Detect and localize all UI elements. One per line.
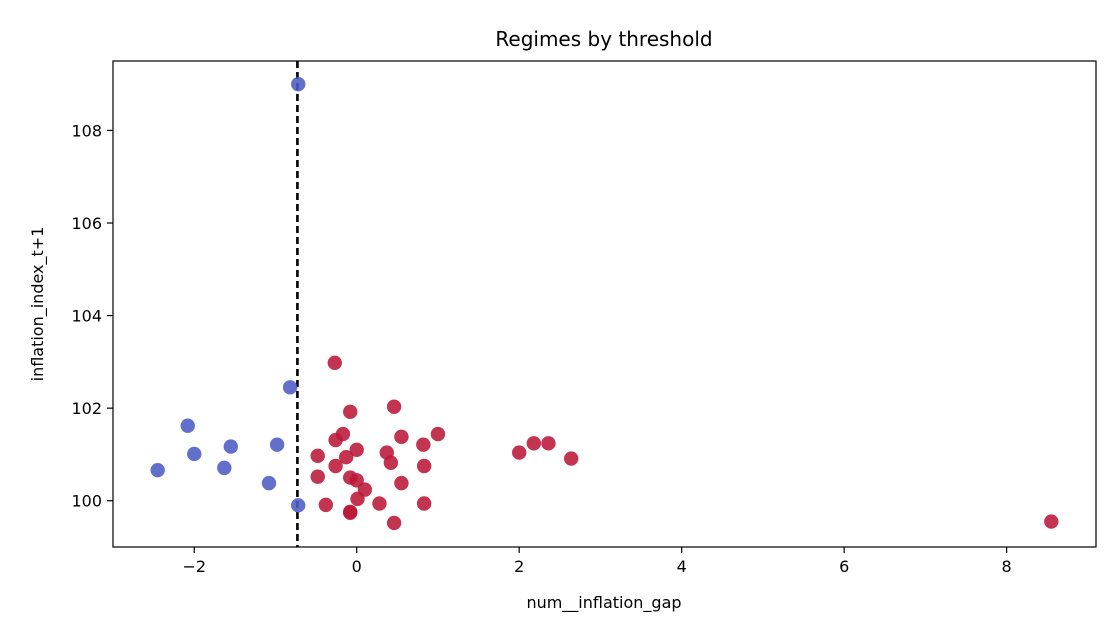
x-tick-label: −2 — [182, 557, 206, 576]
y-tick-label: 108 — [71, 121, 102, 140]
data-point-series-2 — [338, 450, 354, 465]
data-point-series-2 — [1044, 514, 1059, 529]
y-axis-label: inflation_index_t+1 — [28, 227, 48, 382]
y-tick-label: 106 — [71, 214, 102, 233]
data-point-series-2 — [430, 426, 446, 442]
data-point-series-2 — [386, 399, 402, 414]
data-point-series-1 — [291, 498, 306, 513]
data-point-series-2 — [310, 448, 325, 464]
data-point-series-1 — [187, 446, 202, 462]
data-point-series-2 — [416, 437, 431, 452]
data-point-series-2 — [383, 455, 399, 470]
data-point-series-2 — [511, 445, 527, 460]
x-tick-label: 0 — [352, 557, 362, 576]
data-point-series-1 — [180, 418, 195, 433]
data-point-series-1 — [291, 76, 306, 92]
data-point-series-1 — [217, 460, 232, 476]
y-tick-label: 104 — [71, 307, 102, 326]
chart-title: Regimes by threshold — [495, 27, 712, 51]
data-point-series-2 — [328, 458, 343, 474]
plot-frame — [112, 60, 1097, 548]
data-point-series-2 — [541, 436, 556, 451]
x-tick-label: 8 — [1002, 557, 1012, 576]
data-point-series-1 — [150, 462, 165, 478]
y-tick-label: 102 — [71, 399, 102, 418]
data-point-series-2 — [327, 355, 342, 370]
data-point-series-2 — [394, 429, 409, 445]
x-axis: −2 0 2 4 6 8 — [182, 547, 1012, 576]
x-tick-label: 6 — [839, 557, 849, 576]
data-point-series-2 — [394, 475, 409, 491]
x-tick-label: 4 — [677, 557, 687, 576]
y-axis: 100 102 104 106 108 — [71, 121, 113, 511]
data-point-series-1 — [282, 380, 298, 395]
data-point-series-2 — [328, 432, 343, 448]
x-axis-label: num__inflation_gap — [526, 593, 681, 613]
data-point-series-2 — [349, 442, 364, 457]
data-point-series-2 — [416, 496, 432, 511]
data-point-series-2 — [563, 451, 579, 466]
data-point-series-2 — [343, 505, 358, 520]
data-point-series-2 — [372, 496, 387, 511]
data-point-series-2 — [416, 458, 432, 474]
data-point-series-2 — [310, 469, 325, 484]
data-point-series-1 — [261, 475, 277, 491]
y-tick-label: 100 — [71, 492, 102, 511]
data-point-series-2 — [349, 473, 364, 488]
data-point-series-2 — [350, 491, 365, 507]
data-point-series-2 — [343, 404, 358, 420]
x-tick-label: 2 — [514, 557, 524, 576]
data-point-series-1 — [223, 439, 238, 454]
data-point-series-2 — [526, 436, 542, 451]
plot-marks — [150, 61, 1059, 547]
data-point-series-2 — [386, 515, 402, 531]
data-point-series-2 — [318, 497, 334, 513]
data-point-series-1 — [269, 437, 285, 452]
